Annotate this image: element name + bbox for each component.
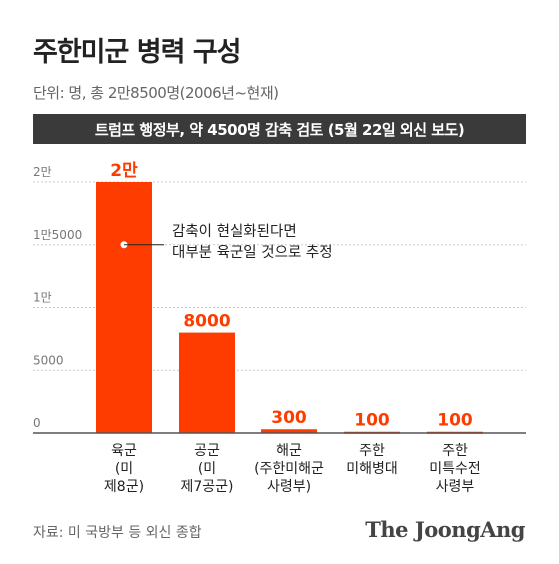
category-label: 사령부)	[267, 479, 311, 495]
unit-subtitle: 단위: 명, 총 2만8500명(2006년~현재)	[33, 84, 279, 102]
publisher-logo: The JoongAng	[365, 517, 525, 542]
y-tick-label: 2만	[33, 165, 52, 179]
bar	[261, 429, 317, 433]
headline-banner: 트럼프 행정부, 약 4500명 감축 검토 (5월 22일 외신 보도)	[33, 114, 526, 144]
category-label: (미	[115, 461, 133, 477]
y-tick-label: 1만	[33, 291, 52, 305]
bar-value-label: 100	[354, 411, 390, 431]
y-tick-label: 0	[33, 416, 41, 430]
category-label: 공군	[194, 443, 220, 459]
category-label: 미해병대	[346, 461, 398, 477]
category-label: 사령부	[436, 479, 475, 495]
source-note: 자료: 미 국방부 등 외신 종합	[33, 525, 202, 541]
category-label: 주한	[359, 443, 385, 459]
bar-value-label: 2만	[110, 161, 138, 181]
bar	[179, 332, 235, 433]
category-label: 미특수전	[429, 461, 481, 477]
category-label: 해군	[276, 443, 302, 459]
annotation-text: 대부분 육군일 것으로 추정	[172, 244, 333, 261]
category-label: 주한	[442, 443, 468, 459]
category-label: 제8군)	[104, 479, 144, 495]
bar-value-label: 100	[437, 411, 473, 431]
category-label: 육군	[111, 443, 137, 459]
annotation-text: 감축이 현실화된다면	[172, 223, 297, 240]
y-tick-label: 1만5000	[33, 228, 82, 242]
y-tick-label: 5000	[33, 353, 64, 367]
bar-value-label: 300	[271, 408, 307, 428]
bar	[96, 182, 152, 433]
page-title: 주한미군 병력 구성	[33, 37, 242, 68]
category-label: 제7공군)	[180, 479, 233, 495]
category-label: (미	[198, 461, 216, 477]
bar-value-label: 8000	[183, 312, 230, 332]
category-label: (주한미해군	[254, 461, 324, 477]
